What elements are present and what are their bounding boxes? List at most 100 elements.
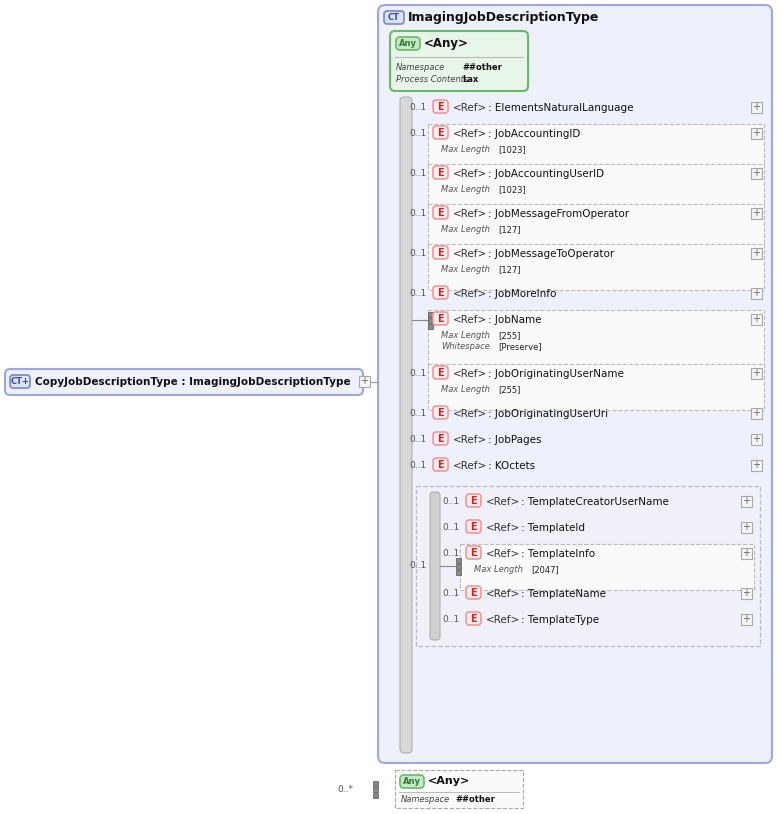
- Bar: [428, 204, 764, 250]
- FancyBboxPatch shape: [400, 775, 424, 788]
- FancyBboxPatch shape: [433, 246, 448, 259]
- Text: +: +: [753, 369, 760, 379]
- FancyBboxPatch shape: [390, 31, 528, 91]
- Text: +: +: [753, 409, 760, 418]
- Bar: [741, 496, 752, 507]
- Text: [Preserve]: [Preserve]: [498, 342, 541, 351]
- Text: 0..1: 0..1: [410, 209, 427, 218]
- Text: E: E: [437, 313, 444, 323]
- Bar: [460, 544, 754, 590]
- Text: E: E: [470, 588, 477, 597]
- Bar: [373, 781, 378, 786]
- Text: E: E: [437, 287, 444, 297]
- Text: E: E: [437, 128, 444, 138]
- Text: 0..1: 0..1: [410, 250, 427, 259]
- FancyBboxPatch shape: [466, 494, 481, 507]
- Text: 0..1: 0..1: [410, 370, 427, 379]
- Text: Max Length: Max Length: [441, 185, 490, 194]
- Text: +: +: [360, 377, 368, 387]
- Text: Any: Any: [403, 777, 421, 786]
- Text: +: +: [753, 288, 760, 299]
- Bar: [456, 563, 460, 568]
- Text: Max Length: Max Length: [441, 145, 490, 154]
- Bar: [427, 317, 432, 322]
- Bar: [427, 312, 432, 317]
- Text: +: +: [753, 103, 760, 112]
- Text: +: +: [743, 497, 750, 506]
- Text: : KOctets: : KOctets: [488, 461, 535, 471]
- Text: +: +: [743, 523, 750, 532]
- Text: Max Length: Max Length: [441, 331, 490, 340]
- Text: E: E: [437, 408, 444, 418]
- Text: [255]: [255]: [498, 331, 520, 340]
- Bar: [751, 102, 762, 113]
- Text: 0..1: 0..1: [443, 549, 460, 558]
- Text: 0..1: 0..1: [443, 497, 460, 506]
- Text: <Ref>: <Ref>: [486, 523, 520, 533]
- Bar: [456, 558, 460, 562]
- Text: +: +: [753, 208, 760, 218]
- Text: : TemplateType: : TemplateType: [521, 615, 599, 625]
- Text: E: E: [437, 434, 444, 444]
- Bar: [395, 770, 523, 808]
- Text: <Ref>: <Ref>: [486, 549, 520, 559]
- Text: Lax: Lax: [462, 75, 478, 84]
- Bar: [751, 168, 762, 179]
- Bar: [456, 570, 460, 575]
- Text: E: E: [470, 496, 477, 505]
- Bar: [741, 522, 752, 533]
- Text: 0..1: 0..1: [443, 589, 460, 598]
- Text: <Ref>: <Ref>: [453, 409, 488, 419]
- Bar: [741, 614, 752, 625]
- Text: E: E: [437, 102, 444, 112]
- Text: Process Contents: Process Contents: [396, 75, 468, 84]
- Text: [1023]: [1023]: [498, 145, 526, 154]
- Text: Namespace: Namespace: [396, 63, 445, 72]
- Text: +: +: [743, 615, 750, 624]
- Text: <Ref>: <Ref>: [486, 497, 520, 507]
- Text: Max Length: Max Length: [441, 265, 490, 274]
- Bar: [741, 548, 752, 559]
- Text: Max Length: Max Length: [441, 385, 490, 394]
- Text: +: +: [743, 549, 750, 558]
- Bar: [428, 364, 764, 410]
- Text: : JobOriginatingUserUri: : JobOriginatingUserUri: [488, 409, 608, 419]
- Bar: [741, 588, 752, 599]
- Text: <Any>: <Any>: [424, 37, 469, 50]
- Bar: [428, 164, 764, 210]
- Text: <Ref>: <Ref>: [453, 315, 488, 325]
- Text: : JobName: : JobName: [488, 315, 541, 325]
- Text: 0..1: 0..1: [410, 169, 427, 178]
- Text: <Ref>: <Ref>: [453, 461, 488, 471]
- Bar: [751, 460, 762, 471]
- Text: 0..1: 0..1: [410, 409, 427, 418]
- Text: 0..1: 0..1: [443, 615, 460, 624]
- Text: : JobAccountingID: : JobAccountingID: [488, 129, 580, 139]
- Text: <Ref>: <Ref>: [453, 289, 488, 299]
- Text: ##other: ##other: [462, 63, 502, 72]
- Text: E: E: [437, 168, 444, 177]
- Text: +: +: [743, 589, 750, 598]
- FancyBboxPatch shape: [466, 586, 481, 599]
- Text: [127]: [127]: [498, 225, 520, 234]
- Text: : JobAccountingUserID: : JobAccountingUserID: [488, 169, 604, 179]
- FancyBboxPatch shape: [466, 546, 481, 559]
- FancyBboxPatch shape: [433, 166, 448, 179]
- FancyBboxPatch shape: [433, 406, 448, 419]
- Bar: [751, 128, 762, 139]
- Text: : TemplateName: : TemplateName: [521, 589, 606, 599]
- Text: [2047]: [2047]: [531, 565, 558, 574]
- Text: <Ref>: <Ref>: [453, 103, 488, 113]
- Text: Max Length: Max Length: [474, 565, 523, 574]
- FancyBboxPatch shape: [433, 458, 448, 471]
- Text: Namespace: Namespace: [401, 795, 450, 804]
- Bar: [751, 408, 762, 419]
- FancyBboxPatch shape: [433, 366, 448, 379]
- Text: +: +: [753, 461, 760, 470]
- Text: <Any>: <Any>: [428, 776, 470, 786]
- Bar: [751, 434, 762, 445]
- Text: E: E: [470, 548, 477, 558]
- Text: <Ref>: <Ref>: [453, 129, 488, 139]
- Text: E: E: [437, 208, 444, 217]
- Text: E: E: [437, 459, 444, 470]
